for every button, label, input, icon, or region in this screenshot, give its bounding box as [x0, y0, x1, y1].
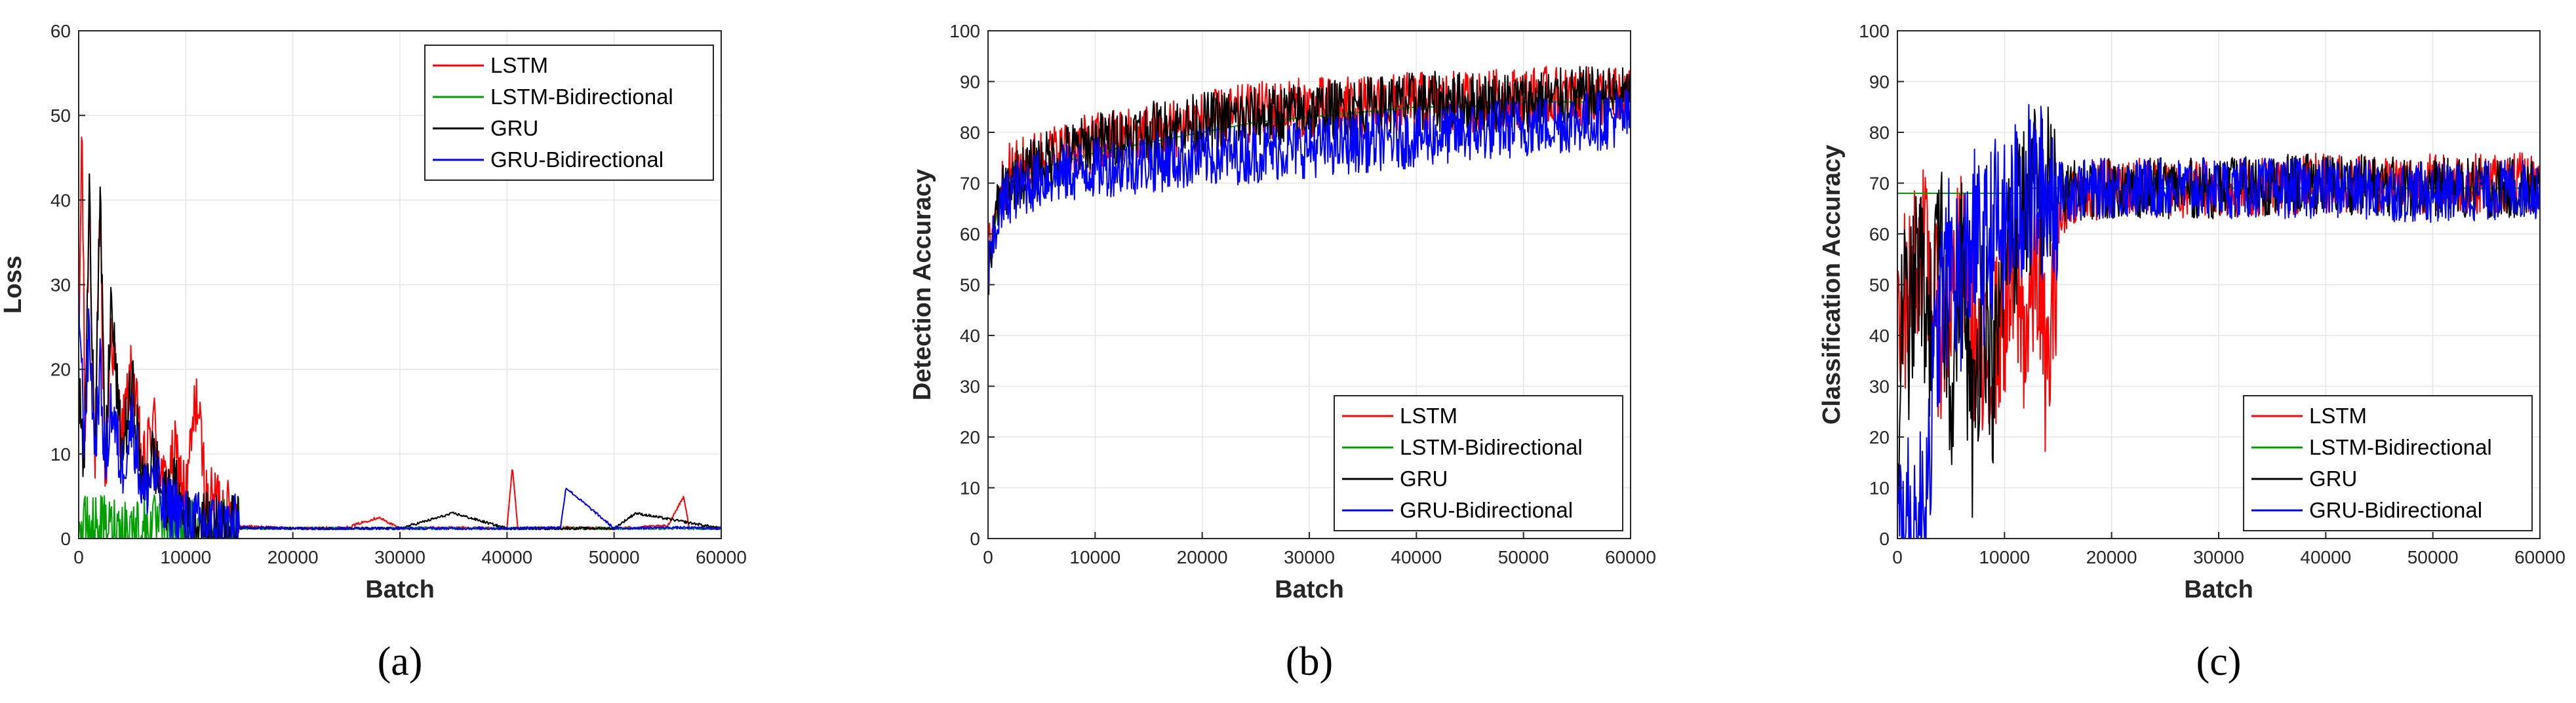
panel-caption: (a): [378, 639, 423, 684]
x-axis-label: Batch: [2184, 576, 2253, 603]
series-line-gru-bidirectional: [78, 284, 722, 539]
panel-caption: (b): [1286, 639, 1333, 684]
y-tick-label: 20: [960, 427, 980, 447]
y-tick-label: 10: [50, 444, 71, 465]
y-tick-label: 50: [50, 105, 71, 126]
y-tick-label: 20: [50, 360, 71, 380]
y-tick-label: 30: [50, 275, 71, 295]
x-tick-label: 0: [73, 547, 84, 567]
series-line-gru-bidirectional: [1897, 104, 2541, 539]
legend: LSTM LSTM-Bidirectional GRU GRU-Bidirection…: [1334, 395, 1623, 531]
y-tick-label: 80: [1869, 123, 1890, 143]
x-tick-label: 40000: [1391, 547, 1442, 567]
y-tick-label: 50: [960, 275, 980, 295]
axis-ticks: 0 10000 20000 30000 40000 50000 60000 0 10 20 30 40…: [1859, 21, 2566, 567]
y-tick-label: 80: [960, 123, 980, 143]
legend-label-gru: GRU: [490, 116, 538, 140]
legend-label-gru: GRU: [1400, 466, 1448, 491]
x-tick-label: 40000: [481, 547, 532, 567]
x-tick-label: 20000: [1177, 547, 1228, 567]
legend-label-gru-bidirectional: GRU-Bidirectional: [1400, 498, 1573, 522]
y-tick-label: 40: [50, 190, 71, 210]
y-axis-label: Loss: [0, 256, 27, 314]
y-tick-label: 60: [1869, 224, 1890, 244]
x-tick-label: 10000: [1979, 547, 2030, 567]
legend-label-gru: GRU: [2309, 466, 2357, 491]
legend-label-lstm-bidirectional: LSTM-Bidirectional: [2309, 435, 2492, 459]
legend-box: [424, 45, 714, 181]
y-tick-label: 70: [1869, 174, 1890, 194]
series-lines: [1897, 104, 2541, 539]
x-tick-label: 60000: [1605, 547, 1656, 567]
y-axis-label: Detection Accuracy: [909, 169, 936, 400]
series-lines: [987, 66, 1631, 295]
panel-c-classification-accuracy: 0 10000 20000 30000 40000 50000 60000 0 10 20 30 40…: [1818, 21, 2566, 684]
legend-label-lstm-bidirectional: LSTM-Bidirectional: [1400, 435, 1583, 459]
y-tick-label: 20: [1869, 427, 1890, 447]
panel-a-loss: 0 10000 20000 30000 40000 50000 60000 0 10 20 30 40…: [0, 21, 747, 684]
y-tick-label: 40: [960, 326, 980, 346]
y-tick-label: 40: [1869, 326, 1890, 346]
x-tick-label: 20000: [268, 547, 319, 567]
y-tick-label: 60: [50, 21, 71, 41]
y-tick-label: 90: [1869, 72, 1890, 92]
y-tick-label: 10: [960, 478, 980, 499]
y-tick-label: 0: [970, 529, 980, 549]
y-tick-label: 10: [1869, 478, 1890, 499]
legend: LSTM LSTM-Bidirectional GRU GRU-Bidirection…: [424, 45, 714, 181]
series-line-gru-bidirectional: [987, 89, 1631, 292]
legend-box: [2243, 395, 2533, 531]
axis-ticks: 0 10000 20000 30000 40000 50000 60000 0 10 20 30 40…: [949, 21, 1656, 567]
legend-label-lstm-bidirectional: LSTM-Bidirectional: [490, 85, 673, 109]
y-axis-label: Classification Accuracy: [1818, 145, 1846, 425]
x-tick-label: 60000: [696, 547, 747, 567]
legend-box: [1334, 395, 1623, 531]
panel-caption: (c): [2196, 639, 2242, 684]
x-axis-label: Batch: [1275, 576, 1344, 603]
x-tick-label: 30000: [1284, 547, 1335, 567]
y-tick-label: 0: [1879, 529, 1890, 549]
x-axis-label: Batch: [365, 576, 435, 603]
y-tick-label: 100: [1859, 21, 1890, 41]
legend-label-lstm: LSTM: [1400, 404, 1457, 428]
x-tick-label: 20000: [2086, 547, 2137, 567]
legend-label-gru-bidirectional: GRU-Bidirectional: [2309, 498, 2482, 522]
x-tick-label: 30000: [2193, 547, 2244, 567]
y-tick-label: 0: [60, 529, 71, 549]
y-tick-label: 90: [960, 72, 980, 92]
x-tick-label: 50000: [589, 547, 640, 567]
x-tick-label: 10000: [160, 547, 211, 567]
legend-label-lstm: LSTM: [2309, 404, 2367, 428]
legend-label-lstm: LSTM: [490, 53, 548, 77]
y-tick-label: 100: [949, 21, 980, 41]
legend: LSTM LSTM-Bidirectional GRU GRU-Bidirection…: [2243, 395, 2533, 531]
x-tick-label: 0: [1892, 547, 1903, 567]
x-tick-label: 30000: [374, 547, 426, 567]
legend-label-gru-bidirectional: GRU-Bidirectional: [490, 147, 664, 172]
y-tick-label: 30: [1869, 377, 1890, 397]
panel-b-detection-accuracy: 0 10000 20000 30000 40000 50000 60000 0 10 20 30 40…: [909, 21, 1656, 684]
x-tick-label: 40000: [2300, 547, 2351, 567]
y-tick-label: 70: [960, 174, 980, 194]
x-tick-label: 60000: [2514, 547, 2566, 567]
x-tick-label: 10000: [1069, 547, 1120, 567]
x-tick-label: 0: [983, 547, 993, 567]
y-tick-label: 30: [960, 377, 980, 397]
axis-ticks: 0 10000 20000 30000 40000 50000 60000 0 10 20 30 40…: [50, 21, 747, 567]
y-tick-label: 60: [960, 224, 980, 244]
x-tick-label: 50000: [1498, 547, 1549, 567]
x-tick-label: 50000: [2408, 547, 2459, 567]
y-tick-label: 50: [1869, 275, 1890, 295]
